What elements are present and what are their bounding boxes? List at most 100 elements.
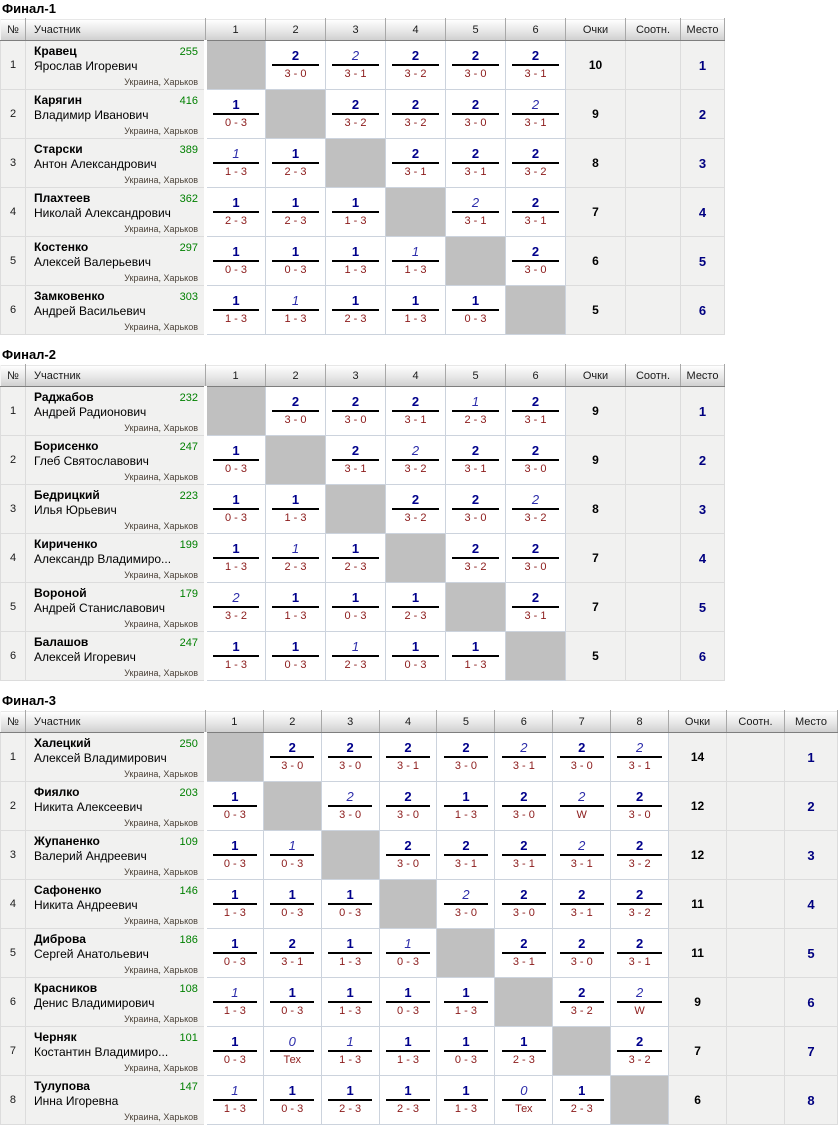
score-fraction: 2 3 - 0 — [611, 790, 668, 822]
participant-location: Украина, Харьков — [124, 174, 198, 185]
set-score: 0 - 3 — [281, 907, 304, 919]
score-fraction: 2 3 - 0 — [446, 98, 505, 130]
games-won: 1 — [471, 639, 480, 654]
participant-firstname: Ярослав Игоревич — [34, 58, 138, 73]
fraction-bar — [501, 805, 547, 807]
fraction-bar — [392, 64, 439, 66]
participant-firstname: Костантин Владимиро... — [33, 1044, 169, 1059]
fraction-bar — [272, 211, 319, 213]
set-score: 3 - 1 — [344, 463, 367, 475]
score-fraction: 1 2 - 3 — [326, 640, 385, 672]
ratio-cell — [726, 1075, 785, 1125]
games-won: 2 — [578, 936, 586, 951]
participant-name-line: Диброва 186 — [34, 932, 201, 947]
table-row: 3 Старски 389 Антон Александрович Украина, Х… — [0, 138, 725, 188]
participant-firstname: Андрей Васильевич — [34, 303, 146, 318]
set-score: 0 - 3 — [464, 313, 487, 325]
games-won: 2 — [520, 789, 528, 804]
place-cell: 4 — [680, 187, 725, 237]
header-points: Очки — [565, 18, 626, 41]
games-won: 2 — [578, 789, 586, 804]
match-score-cell: 2 3 - 1 — [445, 187, 506, 237]
header-opponent-5: 5 — [436, 710, 496, 733]
ratio-cell — [625, 138, 681, 188]
match-score-cell: 2 3 - 2 — [445, 533, 506, 583]
header-points: Очки — [668, 710, 727, 733]
match-score-cell: 2 3 - 1 — [505, 40, 566, 90]
match-score-cell: 2 3 - 2 — [552, 977, 612, 1027]
match-score-cell: 2 3 - 1 — [325, 40, 386, 90]
set-score: 3 - 0 — [284, 68, 307, 80]
games-won: 2 — [531, 443, 540, 458]
match-score-cell: 2 3 - 1 — [325, 435, 386, 485]
self-match-cell — [494, 977, 554, 1027]
header-opponent-1: 1 — [205, 18, 266, 41]
participant-firstname: Валерий Андреевич — [33, 848, 147, 863]
ratio-cell — [726, 732, 785, 782]
participant-name-line: Борисенко 247 — [34, 439, 201, 454]
points-cell: 10 — [565, 40, 626, 90]
header-opponent-1: 1 — [204, 710, 264, 733]
header-opponent-4: 4 — [385, 18, 446, 41]
participant-cell: Раджабов 232 Андрей Радионович Украина, Хар… — [25, 386, 207, 436]
set-score: W — [576, 809, 587, 821]
set-score: 3 - 2 — [628, 858, 651, 870]
participant-cell: Борисенко 247 Глеб Святославович Украина, Х… — [25, 435, 207, 485]
participant-rating: 232 — [179, 391, 198, 404]
fraction-bar — [617, 1001, 662, 1003]
games-won: 2 — [288, 740, 296, 755]
games-won: 2 — [531, 97, 540, 112]
games-won: 1 — [231, 838, 239, 853]
place-cell: 5 — [680, 582, 725, 632]
fraction-bar — [559, 854, 604, 856]
set-score: 3 - 0 — [454, 907, 477, 919]
set-score: 3 - 0 — [397, 809, 420, 821]
score-fraction: 1 0 - 3 — [207, 245, 265, 277]
set-score: 3 - 2 — [404, 463, 427, 475]
fraction-bar — [392, 459, 439, 461]
place-cell: 5 — [680, 236, 725, 286]
fraction-bar — [443, 805, 489, 807]
row-number: 1 — [0, 732, 26, 782]
place-cell: 4 — [680, 533, 725, 583]
fraction-bar — [327, 805, 373, 807]
participant-rating: 416 — [179, 94, 198, 107]
header-opponent-2: 2 — [262, 710, 322, 733]
games-won: 1 — [288, 985, 296, 1000]
self-match-cell — [205, 40, 266, 90]
games-won: 1 — [471, 293, 480, 308]
match-score-cell: 2 3 - 0 — [610, 781, 670, 831]
score-fraction: 2 3 - 2 — [386, 49, 445, 81]
games-won: 1 — [462, 789, 470, 804]
place-cell: 6 — [680, 285, 725, 335]
fraction-bar — [617, 1050, 662, 1052]
set-score: 3 - 2 — [404, 512, 427, 524]
points-cell: 12 — [668, 781, 727, 831]
fraction-bar — [272, 508, 319, 510]
fraction-bar — [213, 606, 259, 608]
score-fraction: 1 0 - 3 — [380, 986, 437, 1018]
header-opponent-2: 2 — [265, 18, 326, 41]
match-score-cell: 2 3 - 1 — [552, 830, 612, 880]
games-won: 1 — [351, 590, 360, 605]
games-won: 1 — [411, 244, 420, 259]
points-cell: 9 — [565, 386, 626, 436]
set-score: 1 - 3 — [339, 1005, 362, 1017]
fraction-bar — [452, 459, 499, 461]
match-score-cell: 2 3 - 0 — [265, 386, 326, 436]
score-fraction: 1 1 - 3 — [266, 493, 325, 525]
set-score: 1 - 3 — [223, 1103, 246, 1115]
games-won: 2 — [462, 838, 470, 853]
set-score: 0 - 3 — [284, 264, 307, 276]
header-number: № — [0, 18, 26, 41]
participant-firstname: Никита Андреевич — [33, 897, 138, 912]
match-score-cell: 2 3 - 2 — [610, 830, 670, 880]
set-score: 0 - 3 — [223, 809, 246, 821]
set-score: 3 - 1 — [524, 610, 547, 622]
games-won: 2 — [520, 740, 528, 755]
games-won: 2 — [351, 394, 360, 409]
score-fraction: 1 1 - 3 — [266, 591, 325, 623]
header-place: Место — [783, 710, 838, 733]
fraction-bar — [272, 557, 319, 559]
score-fraction: 2 3 - 1 — [446, 196, 505, 228]
